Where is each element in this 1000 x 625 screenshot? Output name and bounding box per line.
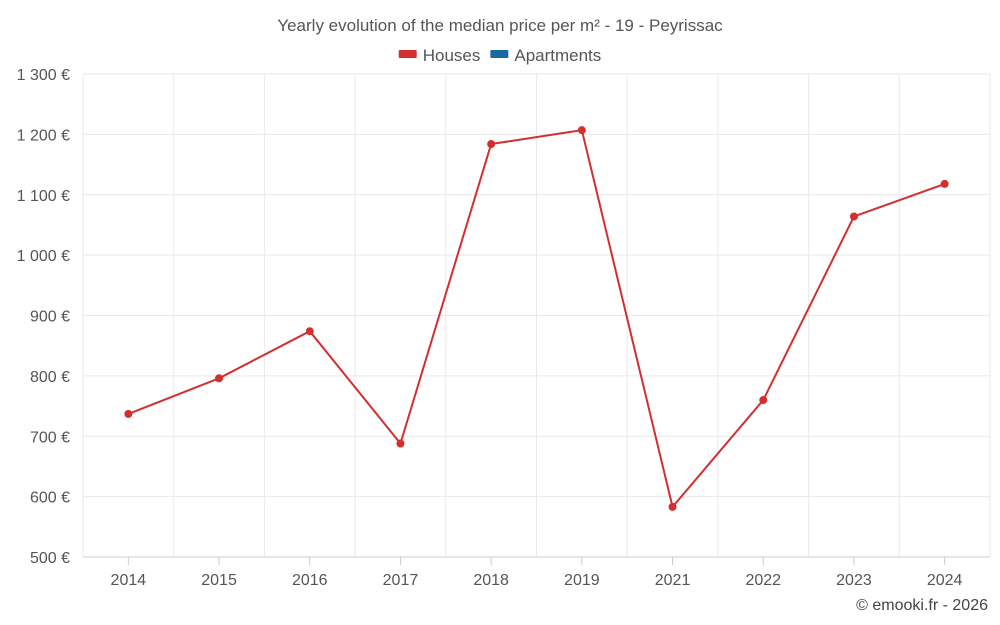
series-line-houses [127, 129, 945, 510]
data-point[interactable] [668, 502, 677, 511]
chart-title: Yearly evolution of the median price per… [277, 16, 723, 35]
legend-swatch [398, 50, 417, 58]
legend-item-apartments[interactable]: Apartments [490, 46, 601, 65]
x-tick-label: 2016 [292, 572, 328, 589]
x-tick-label: 2024 [927, 572, 963, 589]
credit-text: © emooki.fr - 2026 [856, 597, 988, 614]
data-point[interactable] [215, 374, 224, 383]
x-tick-label: 2019 [564, 572, 600, 589]
legend-label: Apartments [514, 46, 601, 65]
series-group [124, 126, 949, 511]
data-point[interactable] [577, 126, 586, 135]
data-point[interactable] [396, 439, 405, 448]
y-tick-label: 1 300 € [17, 67, 70, 84]
x-tick-label: 2021 [655, 572, 691, 589]
x-tick-label: 2018 [473, 572, 509, 589]
y-tick-label: 1 000 € [17, 248, 70, 265]
x-tick-label: 2022 [745, 572, 781, 589]
y-tick-label: 800 € [30, 369, 70, 386]
data-point[interactable] [124, 409, 133, 418]
y-tick-label: 1 100 € [17, 188, 70, 205]
y-tick-label: 500 € [30, 550, 70, 567]
x-tick-label: 2023 [836, 572, 872, 589]
x-axis: 2014 2015 2016 2017 2018 2019 2021 2022 2023 2024 [83, 556, 990, 589]
legend-swatch [490, 50, 509, 58]
y-tick-label: 600 € [30, 490, 70, 507]
data-point[interactable] [849, 212, 858, 221]
data-point[interactable] [305, 327, 314, 336]
y-tick-label: 700 € [30, 429, 70, 446]
data-point[interactable] [487, 140, 496, 149]
x-tick-label: 2014 [111, 572, 147, 589]
y-tick-label: 1 200 € [17, 127, 70, 144]
y-axis: 500 € 600 € 700 € 800 € 900 € 1 000 € 1 100 € 1… [17, 67, 70, 567]
x-tick-label: 2015 [201, 572, 237, 589]
data-point[interactable] [759, 396, 768, 405]
x-gridlines [82, 74, 991, 557]
legend: Houses Apartments [398, 46, 601, 65]
legend-item-houses[interactable]: Houses [398, 46, 481, 65]
x-tick-label: 2017 [383, 572, 419, 589]
legend-label: Houses [423, 46, 481, 65]
y-tick-label: 900 € [30, 309, 70, 326]
data-point[interactable] [940, 179, 949, 188]
